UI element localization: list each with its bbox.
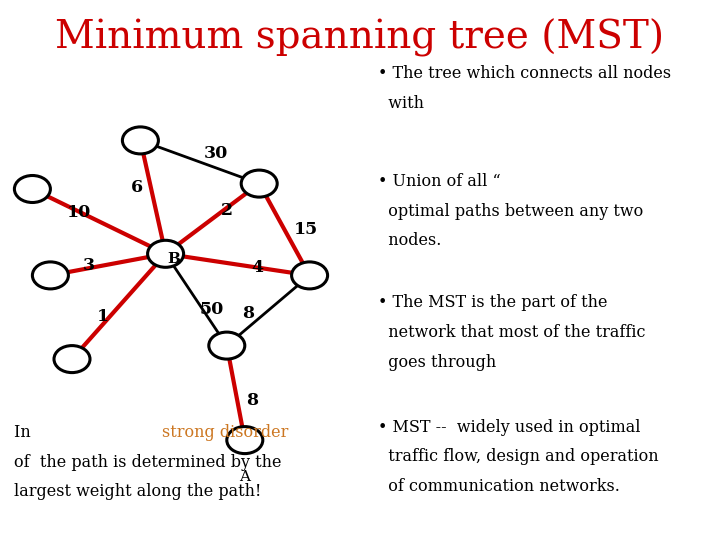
Text: In: In bbox=[14, 424, 36, 441]
Text: optimal paths between any two: optimal paths between any two bbox=[378, 202, 643, 219]
Text: A: A bbox=[239, 470, 251, 484]
Text: 2: 2 bbox=[221, 201, 233, 219]
Text: • The MST is the part of the: • The MST is the part of the bbox=[378, 294, 608, 311]
Circle shape bbox=[122, 127, 158, 154]
Text: traffic flow, design and operation: traffic flow, design and operation bbox=[378, 448, 659, 465]
Text: 6: 6 bbox=[131, 179, 143, 196]
Text: largest weight along the path!: largest weight along the path! bbox=[14, 483, 262, 500]
Text: strong disorder: strong disorder bbox=[162, 424, 289, 441]
Text: B: B bbox=[168, 252, 181, 266]
Circle shape bbox=[227, 427, 263, 454]
Text: 15: 15 bbox=[294, 221, 318, 238]
Text: of communication networks.: of communication networks. bbox=[378, 478, 620, 495]
Circle shape bbox=[241, 170, 277, 197]
Text: of  the path is determined by the: of the path is determined by the bbox=[14, 454, 282, 470]
Text: Minimum spanning tree (MST): Minimum spanning tree (MST) bbox=[55, 19, 665, 57]
Circle shape bbox=[148, 240, 184, 267]
Text: 30: 30 bbox=[204, 145, 228, 162]
Circle shape bbox=[54, 346, 90, 373]
Circle shape bbox=[292, 262, 328, 289]
Text: with: with bbox=[378, 94, 429, 111]
Circle shape bbox=[32, 262, 68, 289]
Text: • Union of all “: • Union of all “ bbox=[378, 173, 500, 190]
Text: network that most of the traffic: network that most of the traffic bbox=[378, 324, 646, 341]
Text: • The tree which connects all nodes: • The tree which connects all nodes bbox=[378, 65, 671, 82]
Text: 8: 8 bbox=[246, 393, 258, 409]
Text: 50: 50 bbox=[200, 301, 224, 318]
Circle shape bbox=[14, 176, 50, 202]
Text: goes through: goes through bbox=[378, 354, 496, 370]
Circle shape bbox=[209, 332, 245, 359]
Text: 1: 1 bbox=[97, 308, 109, 325]
Text: • MST --  widely used in optimal: • MST -- widely used in optimal bbox=[378, 418, 641, 435]
Text: 10: 10 bbox=[67, 204, 91, 221]
Text: 4: 4 bbox=[252, 259, 264, 276]
Text: nodes.: nodes. bbox=[378, 232, 441, 249]
Text: 3: 3 bbox=[84, 257, 95, 274]
Text: 8: 8 bbox=[242, 305, 254, 322]
